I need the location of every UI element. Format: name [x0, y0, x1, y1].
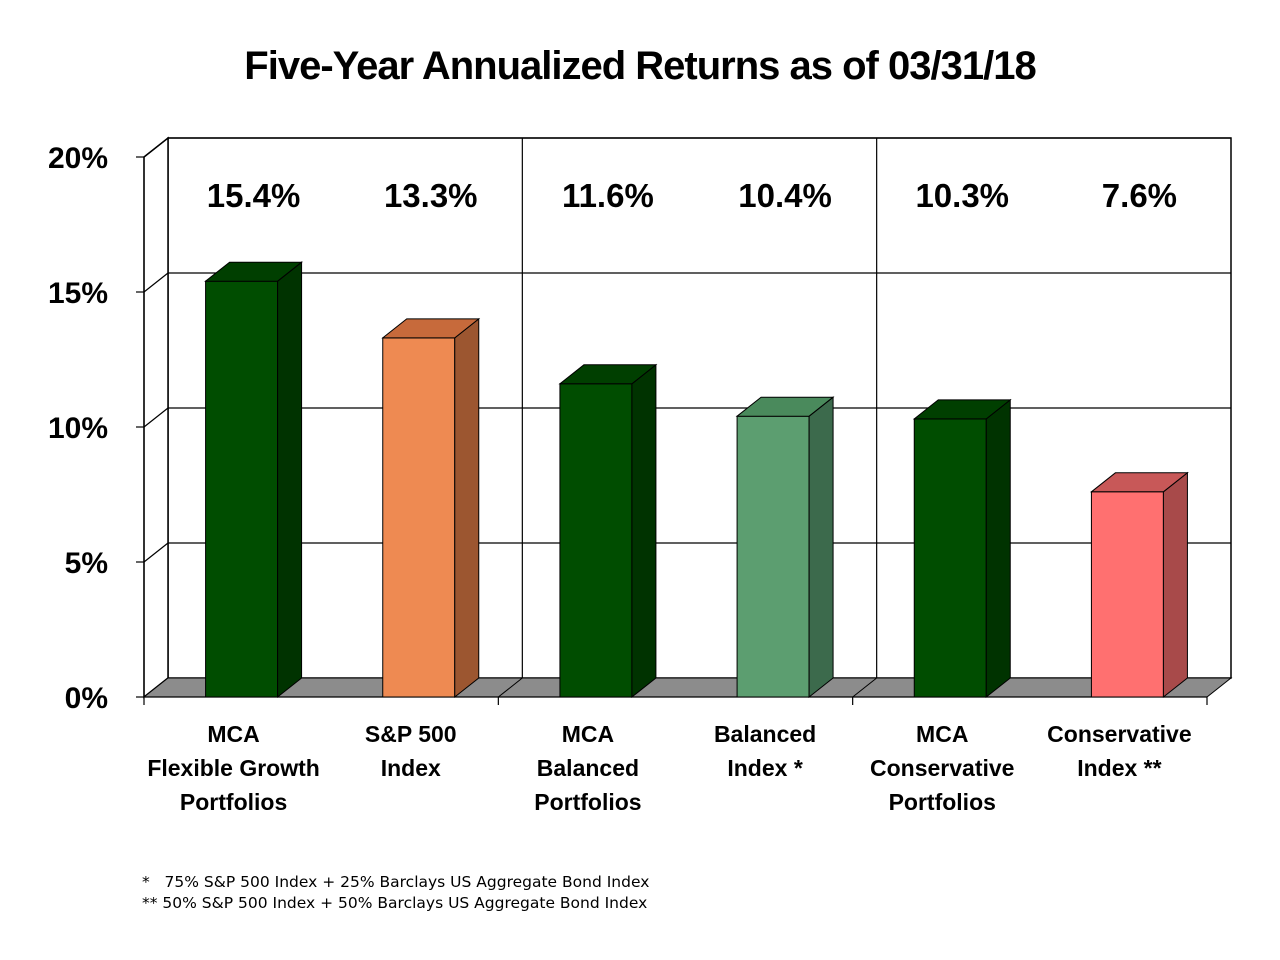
data-label: 13.3% [384, 177, 478, 214]
data-label: 10.3% [915, 177, 1009, 214]
x-tick-label: MCA [562, 721, 614, 747]
data-label: 15.4% [207, 177, 301, 214]
bar-side [631, 363, 657, 699]
x-tick-label: Flexible Growth [147, 755, 320, 781]
data-label: 11.6% [562, 177, 654, 214]
data-label: 7.6% [1102, 177, 1177, 214]
x-tick-label: Index [381, 755, 441, 781]
bar [205, 280, 279, 698]
bar-top [558, 364, 658, 385]
bar-top [381, 318, 481, 339]
bar-top [735, 396, 835, 417]
side-gridline [143, 407, 169, 428]
footnote-2: ** 50% S&P 500 Index + 50% Barclays US A… [142, 894, 648, 912]
bar [382, 337, 456, 698]
chart-title: Five-Year Annualized Returns as of 03/31… [244, 44, 1036, 88]
side-gridline [143, 137, 169, 158]
x-tick-label: Portfolios [889, 789, 996, 815]
bar [736, 415, 810, 698]
x-tick-label: S&P 500 [365, 721, 457, 747]
y-tick-label: 5% [65, 547, 108, 580]
bar [913, 418, 987, 698]
y-tick-label: 15% [48, 277, 108, 310]
x-tick-label: Conservative [870, 755, 1014, 781]
side-gridline [143, 542, 169, 563]
y-tick-label: 10% [48, 412, 108, 445]
bar-side [1162, 471, 1188, 699]
bar [1090, 491, 1164, 698]
bar-top [1089, 472, 1189, 493]
data-label: 10.4% [738, 177, 832, 214]
floor [142, 677, 1233, 698]
bar-side [277, 261, 303, 699]
footnote-1: * 75% S&P 500 Index + 25% Barclays US Ag… [142, 873, 650, 891]
x-tick-label: Index ** [1077, 755, 1161, 781]
x-tick-label: Portfolios [534, 789, 641, 815]
bar-top [912, 399, 1012, 420]
x-tick-label: Conservative [1047, 721, 1191, 747]
y-tick-label: 0% [65, 682, 108, 715]
y-tick-label: 20% [48, 142, 108, 175]
footnotes: * 75% S&P 500 Index + 25% Barclays US Ag… [142, 872, 649, 914]
x-tick-label: Portfolios [180, 789, 287, 815]
bar-side [985, 398, 1011, 699]
x-tick-label: MCA [207, 721, 259, 747]
bar-top [204, 261, 304, 282]
floor-separator [498, 677, 523, 698]
bar-side [454, 317, 480, 699]
x-tick-label: Balanced [714, 721, 816, 747]
bar [559, 383, 633, 698]
x-tick-label: Index * [727, 755, 802, 781]
bar-side [808, 396, 834, 699]
x-tick-label: MCA [916, 721, 968, 747]
x-tick-label: Balanced [537, 755, 639, 781]
side-gridline [143, 272, 169, 293]
floor-separator [852, 677, 877, 698]
